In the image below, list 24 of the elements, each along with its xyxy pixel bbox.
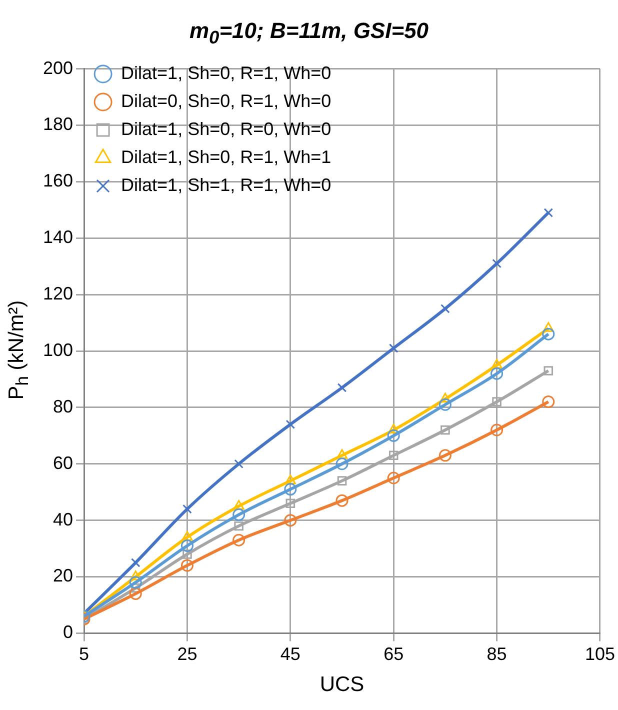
y-tick-label: 140 <box>42 227 74 248</box>
legend-label: Dilat=0, Sh=0, R=1, Wh=0 <box>121 90 332 111</box>
y-tick-label: 200 <box>42 58 74 78</box>
x-tick-label: 105 <box>584 644 616 664</box>
y-tick-label: 20 <box>53 566 74 586</box>
x-tick-label: 65 <box>384 644 404 664</box>
legend-label: Dilat=1, Sh=0, R=1, Wh=0 <box>121 62 332 83</box>
legend-label: Dilat=1, Sh=0, R=0, Wh=0 <box>121 118 332 139</box>
legend-label: Dilat=1, Sh=0, R=1, Wh=1 <box>121 146 332 167</box>
chart-title: m$_{0}$=10; B=11m, GSI=50 <box>188 18 430 48</box>
y-tick-label: 120 <box>42 284 74 304</box>
y-tick-label: 0 <box>63 622 74 642</box>
x-tick-label: 45 <box>280 644 300 664</box>
y-tick-label: 180 <box>42 114 74 134</box>
y-tick-label: 40 <box>53 509 74 530</box>
y-tick-label: 60 <box>53 452 74 473</box>
x-axis-title: UCS <box>320 673 364 696</box>
y-tick-label: 80 <box>53 396 74 416</box>
x-tick-label: 25 <box>177 644 198 664</box>
y-tick-label: 100 <box>42 340 74 360</box>
x-tick-label: 85 <box>486 644 507 664</box>
legend-label: Dilat=1, Sh=1, R=1, Wh=0 <box>121 174 332 195</box>
x-tick-label: 5 <box>79 644 90 664</box>
y-tick-label: 160 <box>42 170 74 191</box>
